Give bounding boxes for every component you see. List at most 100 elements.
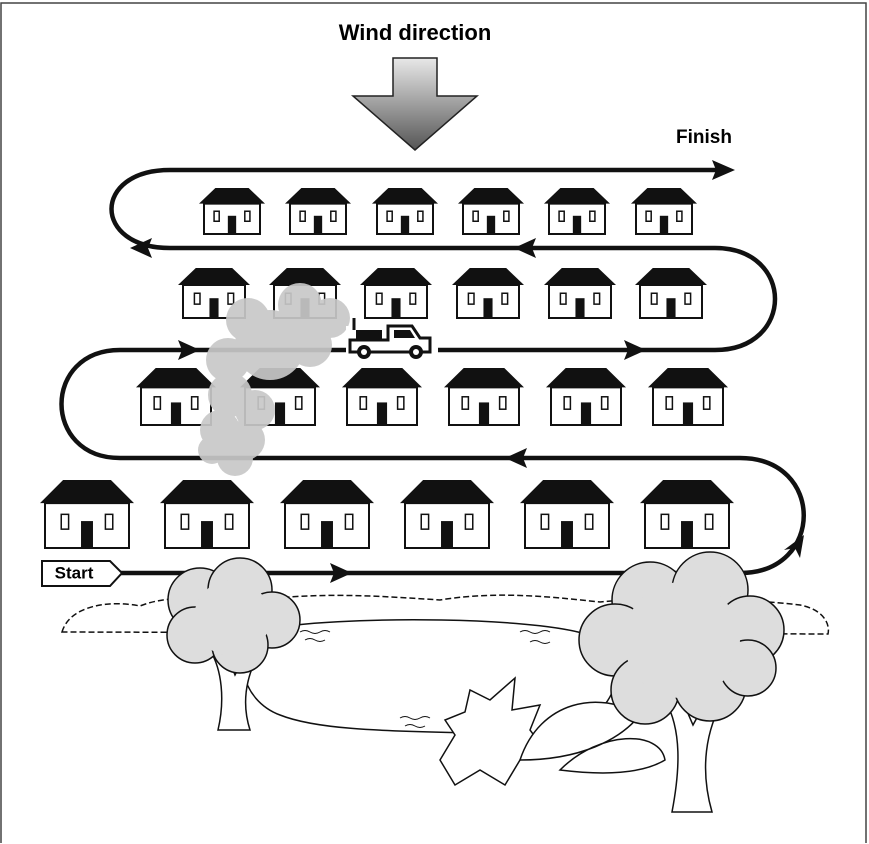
house	[544, 268, 616, 318]
house-window	[685, 293, 691, 304]
house-window	[331, 211, 336, 221]
house-window	[296, 397, 302, 409]
house-window	[192, 397, 198, 409]
house-window	[410, 293, 416, 304]
house	[360, 268, 432, 318]
house	[372, 188, 438, 234]
house-window	[154, 397, 160, 409]
house-window	[360, 397, 366, 409]
house-door	[573, 216, 581, 234]
house-door	[201, 521, 213, 548]
house-roof	[452, 268, 524, 285]
house-door	[228, 216, 236, 234]
house-door	[171, 402, 181, 425]
house-window	[105, 514, 112, 529]
house-roof	[269, 268, 341, 285]
finish-label: Finish	[676, 127, 732, 148]
house-roof	[280, 480, 374, 503]
house-window	[418, 211, 423, 221]
house-window	[502, 293, 508, 304]
house-window	[704, 397, 710, 409]
start-label: Start	[42, 561, 122, 586]
house-window	[462, 397, 468, 409]
house-door	[275, 402, 285, 425]
start-text: Start	[55, 563, 94, 582]
house-window	[594, 293, 600, 304]
house	[136, 368, 216, 425]
house-window	[602, 397, 608, 409]
house-window	[590, 211, 595, 221]
house	[544, 188, 610, 234]
house-roof	[631, 188, 697, 204]
house-door	[666, 298, 675, 318]
house-roof	[444, 368, 524, 387]
house-window	[646, 211, 651, 221]
house-door	[321, 521, 333, 548]
house-window	[504, 211, 509, 221]
house-door	[575, 298, 584, 318]
house-door	[441, 521, 453, 548]
house-door	[561, 521, 573, 548]
house-window	[564, 397, 570, 409]
house-door	[81, 521, 93, 548]
house-window	[666, 397, 672, 409]
house-window	[225, 514, 232, 529]
house-window	[500, 397, 506, 409]
house-roof	[640, 480, 734, 503]
house-window	[651, 293, 657, 304]
house-window	[214, 211, 219, 221]
house-roof	[136, 368, 216, 387]
house-window	[465, 514, 472, 529]
house-window	[468, 293, 474, 304]
house-window	[559, 211, 564, 221]
house-window	[661, 514, 668, 529]
house-window	[61, 514, 68, 529]
house	[160, 480, 254, 548]
house-roof	[372, 188, 438, 204]
house	[631, 188, 697, 234]
house-roof	[400, 480, 494, 503]
house	[452, 268, 524, 318]
house-window	[181, 514, 188, 529]
house	[400, 480, 494, 548]
house-door	[391, 298, 400, 318]
house-window	[301, 514, 308, 529]
house	[640, 480, 734, 548]
house-window	[585, 514, 592, 529]
house-window	[345, 514, 352, 529]
house	[285, 188, 351, 234]
house	[342, 368, 422, 425]
house-door	[660, 216, 668, 234]
house	[635, 268, 707, 318]
house-window	[705, 514, 712, 529]
house-window	[677, 211, 682, 221]
title: Wind direction	[339, 20, 492, 45]
truck	[346, 318, 438, 360]
house-door	[483, 298, 492, 318]
house-window	[473, 211, 478, 221]
house-roof	[635, 268, 707, 285]
house-window	[376, 293, 382, 304]
house-roof	[178, 268, 250, 285]
house	[444, 368, 524, 425]
house-window	[300, 211, 305, 221]
house-roof	[546, 368, 626, 387]
house	[199, 188, 265, 234]
house-roof	[520, 480, 614, 503]
house-window	[398, 397, 404, 409]
wind-arrow	[353, 58, 477, 150]
house-door	[487, 216, 495, 234]
house-roof	[40, 480, 134, 503]
house-window	[194, 293, 200, 304]
house	[40, 480, 134, 548]
house-roof	[360, 268, 432, 285]
house-roof	[160, 480, 254, 503]
house-roof	[544, 188, 610, 204]
house-roof	[458, 188, 524, 204]
house-window	[541, 514, 548, 529]
diagram: Wind direction Finish Start	[0, 0, 869, 844]
house-window	[560, 293, 566, 304]
house	[458, 188, 524, 234]
house	[546, 368, 626, 425]
house-roof	[342, 368, 422, 387]
